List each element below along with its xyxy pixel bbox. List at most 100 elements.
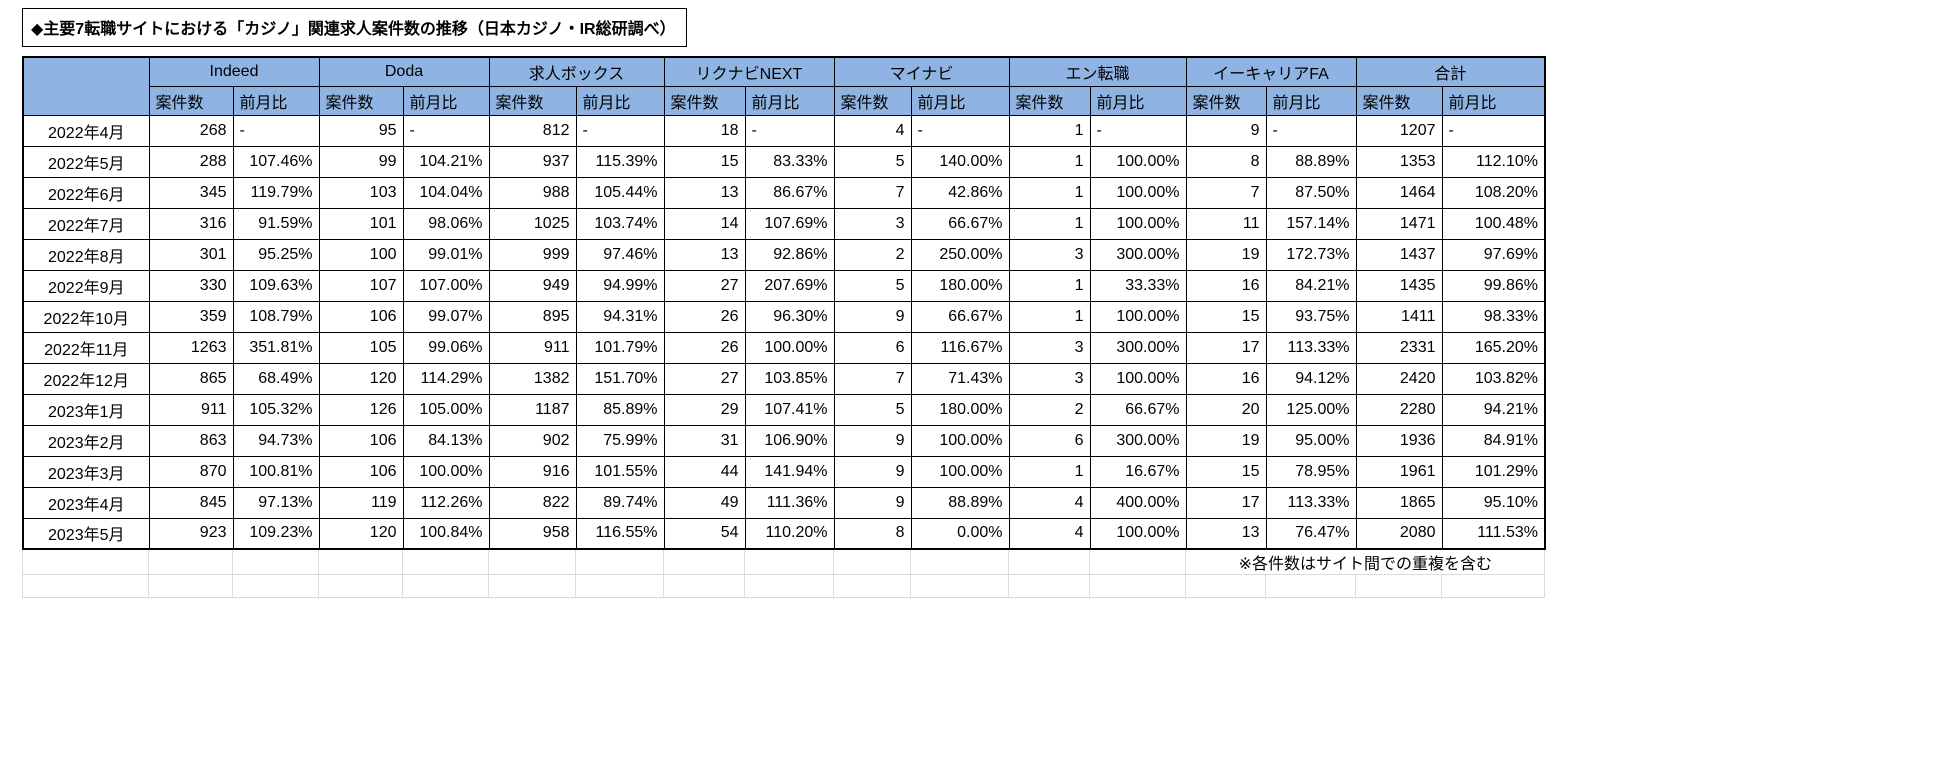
- count-cell: 3: [1008, 331, 1091, 364]
- mom-cell: 84.21%: [1265, 269, 1357, 302]
- mom-cell: 300.00%: [1089, 424, 1187, 457]
- count-cell: 1: [1008, 145, 1091, 178]
- subheader-count: 案件数: [1008, 85, 1091, 116]
- mom-cell: 107.41%: [744, 393, 835, 426]
- count-cell: 100: [318, 238, 404, 271]
- subheader-count: 案件数: [318, 85, 404, 116]
- count-cell: 29: [663, 393, 746, 426]
- mom-cell: 400.00%: [1089, 486, 1187, 519]
- month-cell: 2023年1月: [22, 393, 150, 426]
- mom-cell: 108.20%: [1441, 176, 1546, 209]
- empty-cell: [22, 574, 149, 598]
- count-cell: 105: [318, 331, 404, 364]
- empty-cell: [1441, 574, 1545, 598]
- mom-cell: 66.67%: [1089, 393, 1187, 426]
- mom-cell: 94.21%: [1441, 393, 1546, 426]
- month-cell: 2022年8月: [22, 238, 150, 271]
- month-cell: 2022年6月: [22, 176, 150, 209]
- count-cell: 301: [148, 238, 234, 271]
- empty-cell: [575, 550, 664, 575]
- mom-cell: 111.53%: [1441, 517, 1546, 550]
- table-row: 2022年11月 1263 351.81% 105 99.06% 911 101.79% 26…: [22, 331, 1546, 364]
- casino-jobs-table: Indeed Doda 求人ボックス リクナビNEXT マイナビ エン転職 イーキャリアFA…: [22, 56, 1546, 550]
- count-cell: 1464: [1355, 176, 1443, 209]
- count-cell: 8: [1185, 145, 1267, 178]
- count-cell: 937: [488, 145, 577, 178]
- table-header: Indeed Doda 求人ボックス リクナビNEXT マイナビ エン転職 イーキャリアFA…: [22, 56, 1546, 116]
- count-cell: 845: [148, 486, 234, 519]
- mom-cell: 116.67%: [910, 331, 1010, 364]
- month-cell: 2023年5月: [22, 517, 150, 550]
- count-cell: 9: [833, 424, 912, 457]
- mom-cell: 84.91%: [1441, 424, 1546, 457]
- table-body: 2022年4月 268-95-812-18-4-1-9-1207-2022年5月 2…: [22, 114, 1546, 550]
- footnote: ※各件数はサイト間での重複を含む: [1185, 550, 1545, 575]
- subheader-mom: 前月比: [402, 85, 490, 116]
- table-row: 2023年4月 845 97.13% 119 112.26% 822 89.74% 49 111…: [22, 486, 1546, 519]
- count-cell: 7: [833, 362, 912, 395]
- count-cell: 13: [663, 238, 746, 271]
- mom-cell: 87.50%: [1265, 176, 1357, 209]
- count-cell: 3: [1008, 362, 1091, 395]
- count-cell: 1471: [1355, 207, 1443, 240]
- mom-cell: 71.43%: [910, 362, 1010, 395]
- mom-cell: 100.00%: [1089, 176, 1187, 209]
- site-header-row: Indeed Doda 求人ボックス リクナビNEXT マイナビ エン転職 イーキャリアFA…: [22, 56, 1546, 116]
- count-cell: 2280: [1355, 393, 1443, 426]
- empty-cell: [488, 550, 576, 575]
- empty-cell: [1089, 574, 1186, 598]
- mom-cell: 165.20%: [1441, 331, 1546, 364]
- count-cell: 16: [1185, 269, 1267, 302]
- count-cell: 6: [833, 331, 912, 364]
- count-cell: 1: [1008, 269, 1091, 302]
- mom-cell: 100.84%: [402, 517, 490, 550]
- empty-cell: [22, 550, 149, 575]
- empty-cell: [232, 574, 319, 598]
- corner-cell: [22, 56, 150, 116]
- count-cell: 3: [1008, 238, 1091, 271]
- column-group-header: Indeed: [148, 56, 320, 87]
- mom-cell: 66.67%: [910, 207, 1010, 240]
- count-cell: 2080: [1355, 517, 1443, 550]
- mom-cell: -: [1089, 114, 1187, 147]
- count-cell: 812: [488, 114, 577, 147]
- subheader-row: 案件数 前月比 案件数 前月比 案件数 前月比 案件数 前月比 案件数 前月比 案件数 前月比 案件数前…: [23, 85, 1546, 116]
- subheader-count: 案件数: [1355, 85, 1443, 116]
- count-cell: 895: [488, 300, 577, 333]
- count-cell: 902: [488, 424, 577, 457]
- table-row: 2022年10月 359 108.79% 106 99.07% 895 94.31% 26 96…: [22, 300, 1546, 333]
- subheader-mom: 前月比: [232, 85, 320, 116]
- subheader-mom: 前月比: [1265, 85, 1357, 116]
- mom-cell: 108.79%: [232, 300, 320, 333]
- empty-grid-row: [22, 574, 1545, 598]
- count-cell: 27: [663, 269, 746, 302]
- count-cell: 99: [318, 145, 404, 178]
- count-cell: 4: [833, 114, 912, 147]
- mom-cell: 33.33%: [1089, 269, 1187, 302]
- mom-cell: 180.00%: [910, 269, 1010, 302]
- count-cell: 15: [663, 145, 746, 178]
- column-group-header: イーキャリアFA: [1185, 56, 1357, 87]
- count-cell: 9: [1185, 114, 1267, 147]
- mom-cell: 107.46%: [232, 145, 320, 178]
- mom-cell: -: [1265, 114, 1357, 147]
- count-cell: 18: [663, 114, 746, 147]
- count-cell: 923: [148, 517, 234, 550]
- mom-cell: 100.81%: [232, 455, 320, 488]
- mom-cell: 180.00%: [910, 393, 1010, 426]
- mom-cell: 101.79%: [575, 331, 665, 364]
- count-cell: 20: [1185, 393, 1267, 426]
- empty-cell: [318, 574, 403, 598]
- column-group-header: 求人ボックス: [488, 56, 665, 87]
- mom-cell: 16.67%: [1089, 455, 1187, 488]
- mom-cell: 104.04%: [402, 176, 490, 209]
- count-cell: 2: [1008, 393, 1091, 426]
- mom-cell: 99.01%: [402, 238, 490, 271]
- count-cell: 1353: [1355, 145, 1443, 178]
- month-cell: 2022年5月: [22, 145, 150, 178]
- mom-cell: 151.70%: [575, 362, 665, 395]
- mom-cell: 140.00%: [910, 145, 1010, 178]
- mom-cell: 111.36%: [744, 486, 835, 519]
- mom-cell: 97.13%: [232, 486, 320, 519]
- mom-cell: 101.29%: [1441, 455, 1546, 488]
